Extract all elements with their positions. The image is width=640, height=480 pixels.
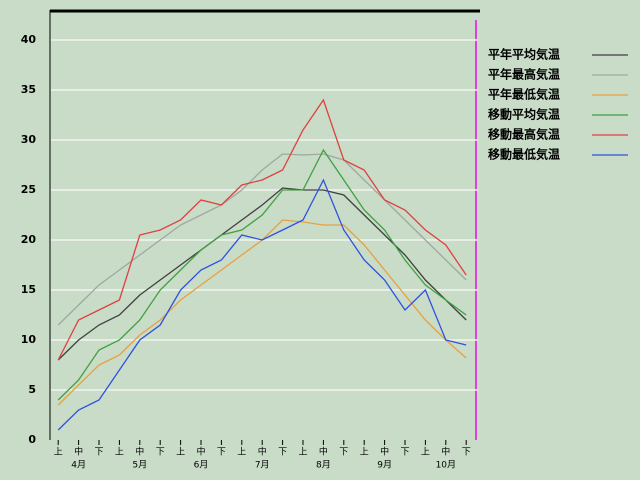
x-tick-label: 下 — [217, 448, 226, 458]
series-line — [57, 98, 467, 361]
month-label: 10月 — [436, 460, 456, 471]
y-tick-label: 35 — [21, 83, 36, 96]
series-line — [57, 153, 467, 326]
x-tick-label: 中 — [258, 446, 267, 458]
x-tick-label: 上 — [360, 447, 369, 458]
month-label: 4月 — [71, 460, 86, 471]
x-tick-label: 中 — [196, 446, 205, 458]
x-tick-label: 中 — [319, 446, 328, 458]
x-tick-label: 下 — [156, 448, 165, 458]
month-label: 7月 — [255, 460, 270, 471]
x-tick-label: 下 — [278, 448, 287, 458]
legend-label: 平年最低気温 — [488, 87, 560, 102]
y-tick-label: 20 — [21, 233, 37, 246]
month-label: 6月 — [194, 460, 209, 471]
legend-label: 平年平均気温 — [488, 47, 560, 62]
legend-label: 移動最高気温 — [488, 127, 560, 142]
legend-label: 移動平均気温 — [488, 107, 560, 122]
x-tick-label: 上 — [54, 447, 63, 458]
x-tick-label: 上 — [237, 447, 246, 458]
x-tick-label: 下 — [94, 448, 103, 458]
series-line — [57, 187, 467, 361]
month-label: 5月 — [132, 460, 147, 471]
y-tick-label: 5 — [28, 383, 36, 396]
x-tick-label: 中 — [380, 446, 389, 458]
x-tick-label: 中 — [74, 446, 83, 458]
x-tick-label: 中 — [135, 446, 144, 458]
series-line — [57, 148, 467, 401]
x-tick-label: 下 — [400, 448, 409, 458]
x-tick-label: 下 — [462, 448, 471, 458]
x-tick-label: 中 — [441, 446, 450, 458]
legend-label: 平年最高気温 — [488, 67, 560, 82]
y-tick-label: 30 — [21, 133, 37, 146]
x-tick-label: 上 — [421, 447, 430, 458]
y-tick-label: 10 — [21, 333, 37, 346]
series-line — [57, 178, 467, 431]
y-tick-label: 25 — [21, 183, 36, 196]
x-tick-label: 下 — [339, 448, 348, 458]
month-label: 8月 — [316, 460, 331, 471]
y-tick-label: 15 — [21, 283, 36, 296]
x-tick-label: 上 — [115, 447, 124, 458]
month-label: 9月 — [377, 460, 392, 471]
x-tick-label: 上 — [298, 447, 307, 458]
y-tick-label: 0 — [28, 433, 36, 446]
y-tick-label: 40 — [21, 33, 37, 46]
legend-label: 移動最低気温 — [488, 147, 560, 162]
x-tick-label: 上 — [176, 447, 185, 458]
